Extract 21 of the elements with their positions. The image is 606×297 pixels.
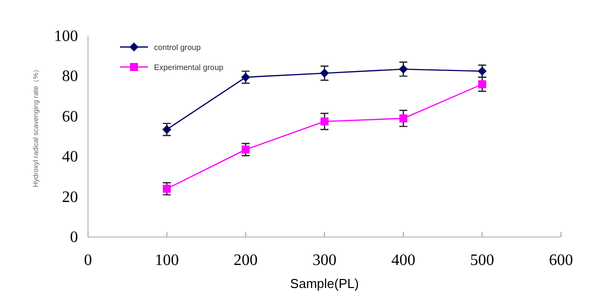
x-tick-label: 0: [84, 252, 92, 269]
y-tick-label: 60: [62, 108, 78, 126]
point: [399, 114, 408, 122]
point: [398, 64, 408, 74]
point: [320, 117, 328, 126]
y-tick-label: 0: [70, 229, 78, 246]
y-tick-label: 100: [54, 28, 78, 45]
legend-label: control group: [154, 43, 202, 52]
x-tick-label: 200: [234, 252, 258, 269]
point: [478, 80, 486, 88]
x-tick-label: 100: [154, 252, 179, 269]
y-tick-label: 40: [62, 148, 78, 166]
x-tick-label: 500: [470, 252, 494, 269]
legend-label: Experimental group: [154, 63, 224, 72]
x-tick-label: 300: [312, 252, 336, 269]
x-tick-label: 600: [549, 252, 573, 269]
x-tick-label: 400: [391, 252, 416, 269]
y-tick-label: 20: [62, 188, 78, 206]
x-axis-title: Sample(PL): [290, 276, 359, 291]
point: [320, 68, 329, 78]
y-tick-label: 80: [62, 68, 78, 86]
